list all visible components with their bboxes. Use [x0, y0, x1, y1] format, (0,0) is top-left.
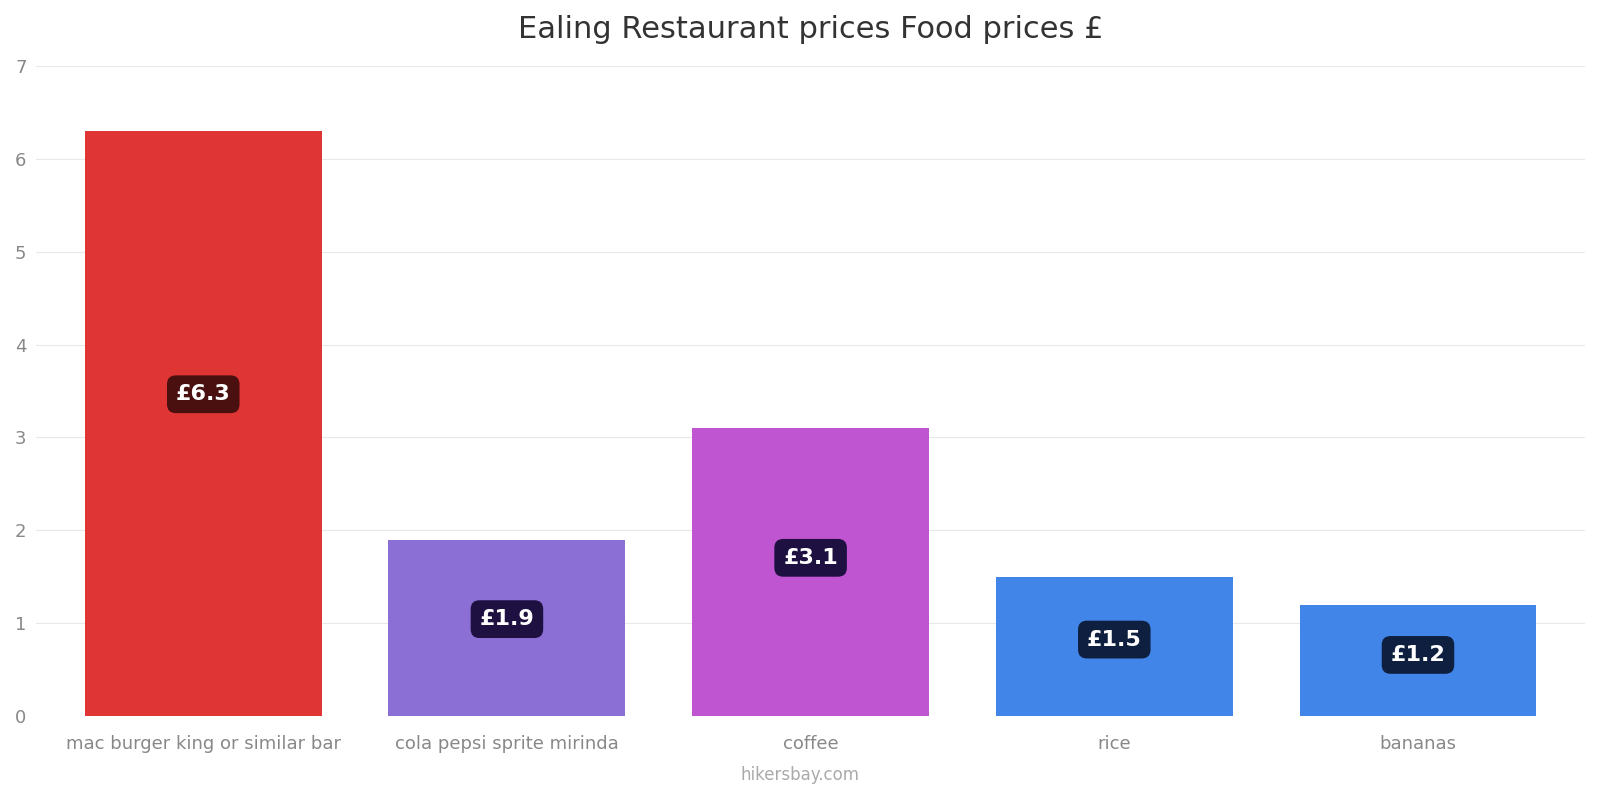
Text: £1.9: £1.9	[480, 609, 534, 629]
Text: £1.2: £1.2	[1390, 645, 1445, 665]
Bar	[389, 540, 626, 716]
Bar	[995, 577, 1232, 716]
Bar	[85, 131, 322, 716]
Title: Ealing Restaurant prices Food prices £: Ealing Restaurant prices Food prices £	[518, 15, 1104, 44]
Text: £6.3: £6.3	[176, 384, 230, 404]
Text: £3.1: £3.1	[784, 548, 838, 568]
Bar	[1299, 605, 1536, 716]
Bar	[693, 428, 930, 716]
Text: hikersbay.com: hikersbay.com	[741, 766, 859, 784]
Text: £1.5: £1.5	[1086, 630, 1142, 650]
